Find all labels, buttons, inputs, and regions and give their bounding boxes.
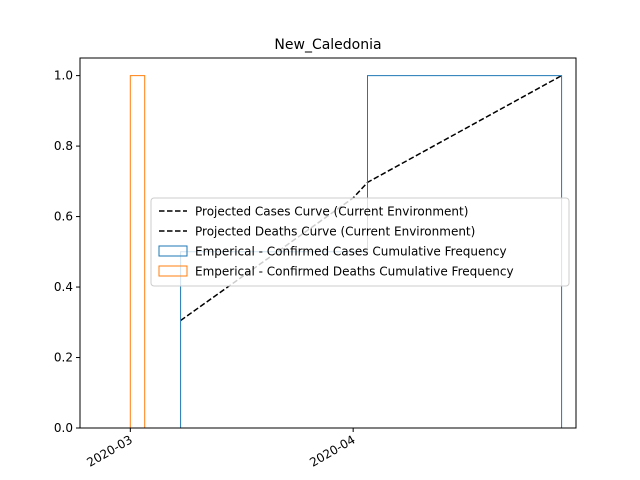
y-tick-label: 1.0 [54,69,73,83]
chart-title: New_Caledonia [274,37,381,53]
plot-frame [79,57,577,429]
legend-entry-label: Emperical - Confirmed Cases Cumulative F… [195,245,507,259]
y-tick-label: 0.8 [54,139,73,153]
legend-entry-label: Emperical - Confirmed Deaths Cumulative … [195,265,514,279]
y-tick-label: 0.0 [54,421,73,435]
legend-entry-label: Projected Cases Curve (Current Environme… [195,205,468,219]
legend-entry-label: Projected Deaths Curve (Current Environm… [195,225,475,239]
y-tick-label: 0.2 [54,351,73,365]
empirical-step-3 [129,75,146,428]
y-tick-label: 0.6 [54,210,73,224]
legend: Projected Cases Curve (Current Environme… [150,197,570,287]
legend-swatch-box [158,265,188,277]
legend-swatch-box [158,245,188,257]
legend-box [150,197,570,287]
y-tick-label: 0.4 [54,280,73,294]
